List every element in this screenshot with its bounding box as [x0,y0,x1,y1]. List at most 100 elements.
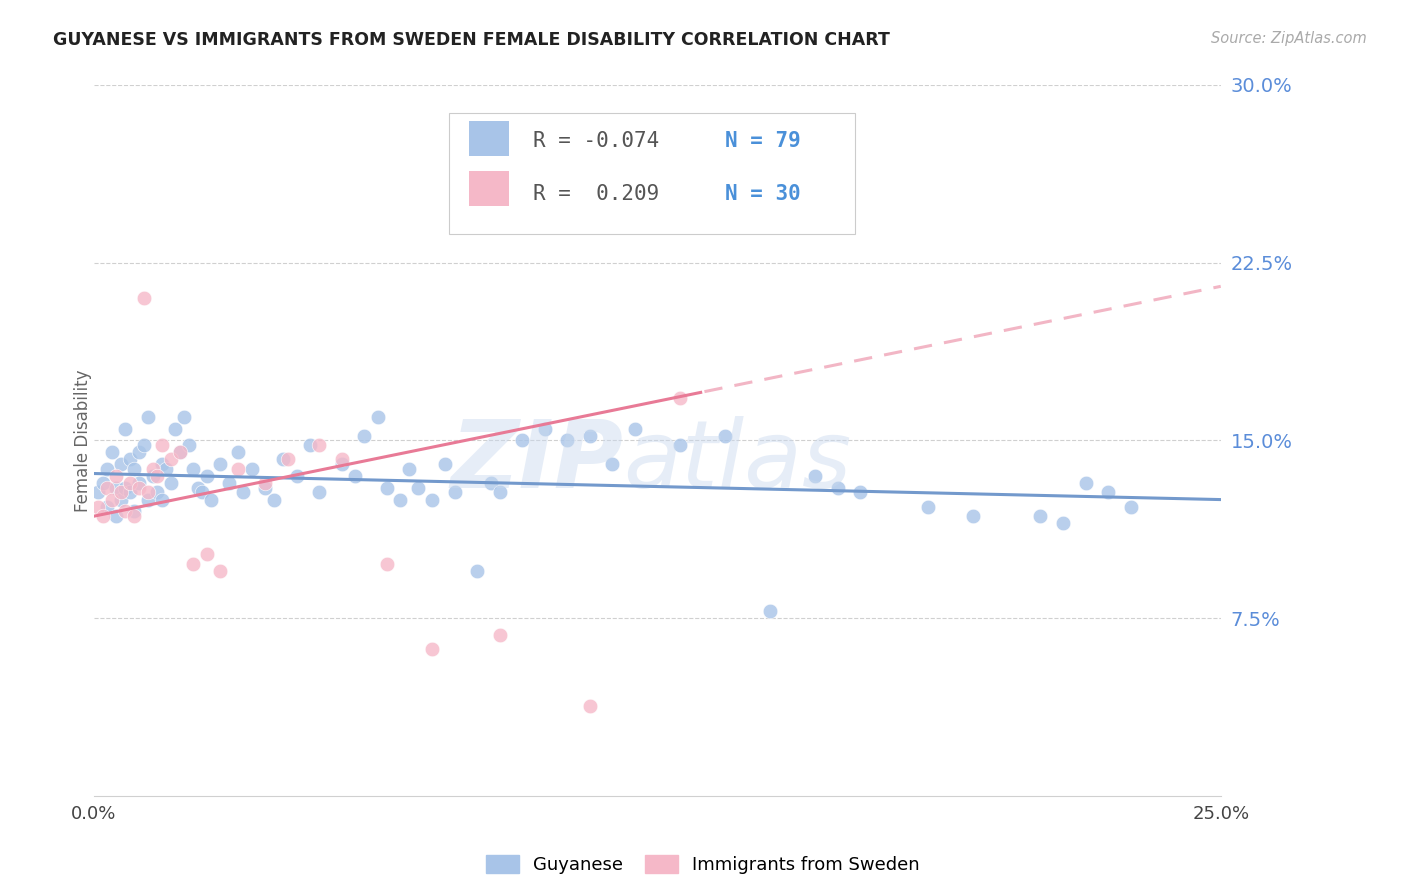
Point [533,421,555,435]
Point [555,434,578,448]
Point [114,481,136,495]
Point [600,457,623,471]
Point [330,457,353,471]
Point [136,409,159,424]
Point [124,509,146,524]
Point [87,500,110,514]
Point [408,481,430,495]
Point [124,504,146,518]
Point [1074,475,1097,490]
FancyBboxPatch shape [470,121,509,156]
Point [669,438,692,452]
Point [96,462,118,476]
Point [353,428,375,442]
Point [187,481,209,495]
Text: R = -0.074: R = -0.074 [533,131,659,151]
Point [827,481,849,495]
Point [136,492,159,507]
Point [169,445,191,459]
Point [200,492,222,507]
Point [1052,516,1074,531]
Point [240,462,263,476]
Point [232,485,254,500]
Point [263,492,285,507]
Point [488,627,510,641]
Point [146,485,169,500]
Point [173,409,195,424]
Point [669,391,692,405]
Point [308,485,330,500]
Point [1029,509,1052,524]
Point [110,457,132,471]
Point [181,557,204,571]
Point [136,485,159,500]
Point [277,452,299,467]
Point [420,492,443,507]
Point [96,481,118,495]
Point [110,492,132,507]
Point [254,475,277,490]
Point [101,445,124,459]
Text: atlas: atlas [623,417,852,508]
Text: N = 30: N = 30 [725,184,800,203]
Point [101,492,124,507]
Point [226,445,249,459]
Text: N = 79: N = 79 [725,131,800,151]
Point [181,462,204,476]
FancyBboxPatch shape [470,171,509,206]
Point [118,485,141,500]
Point [155,462,177,476]
Point [195,469,218,483]
Point [510,434,533,448]
Point [146,469,169,483]
Point [87,485,110,500]
Point [375,481,398,495]
Point [128,445,150,459]
Point [177,438,200,452]
Point [389,492,412,507]
Point [209,564,232,578]
Point [443,485,465,500]
Point [330,452,353,467]
Point [917,500,939,514]
Point [96,500,118,514]
Point [623,421,645,435]
Point [132,291,155,305]
Point [465,564,488,578]
Point [191,485,214,500]
Point [159,452,181,467]
Point [344,469,367,483]
Point [218,475,240,490]
Point [128,475,150,490]
Point [285,469,308,483]
Point [962,509,984,524]
Point [308,438,330,452]
Point [169,445,191,459]
Point [159,475,181,490]
Point [375,557,398,571]
Point [132,438,155,452]
Point [150,438,173,452]
Text: R =  0.209: R = 0.209 [533,184,659,203]
Point [759,604,782,618]
Point [150,492,173,507]
Point [141,469,163,483]
Point [479,475,502,490]
Point [128,481,150,495]
Text: GUYANESE VS IMMIGRANTS FROM SWEDEN FEMALE DISABILITY CORRELATION CHART: GUYANESE VS IMMIGRANTS FROM SWEDEN FEMAL… [53,31,890,49]
Point [578,698,600,713]
Point [849,485,872,500]
Point [110,485,132,500]
Point [165,421,187,435]
Point [578,428,600,442]
Point [714,428,737,442]
FancyBboxPatch shape [449,113,855,235]
Point [254,481,277,495]
Point [195,547,218,561]
Text: ZIP: ZIP [451,416,623,508]
Point [398,462,420,476]
Point [150,457,173,471]
Point [105,509,128,524]
Point [1097,485,1119,500]
Point [118,452,141,467]
